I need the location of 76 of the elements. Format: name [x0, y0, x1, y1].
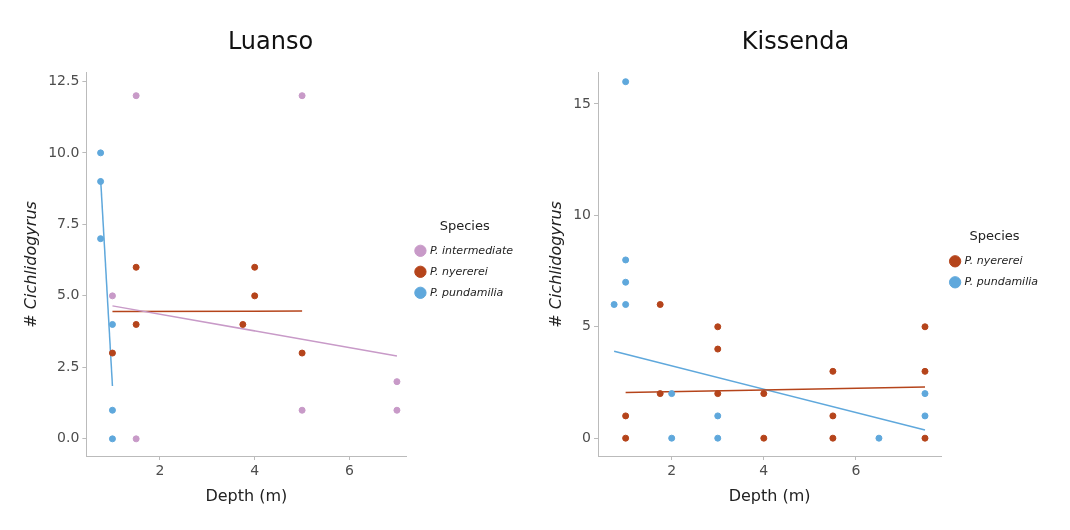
x-tick-label: 2 [155, 462, 165, 479]
legend-label: P. nyererei [429, 264, 488, 278]
point [622, 301, 630, 308]
point [298, 406, 306, 414]
x-tick-label: 6 [851, 462, 861, 479]
point [393, 378, 401, 386]
x-tick-label: 4 [250, 462, 260, 479]
point [251, 292, 259, 300]
point [875, 434, 883, 442]
x-tick-label: 4 [759, 462, 769, 479]
y-tick-label: 0.0 [57, 429, 80, 446]
point [714, 323, 722, 331]
y-tick-label: 7.5 [57, 215, 80, 231]
point [714, 345, 722, 353]
y-tick-label: 12.5 [48, 72, 80, 89]
point [108, 320, 116, 328]
point [668, 434, 676, 442]
point [132, 435, 140, 443]
point [921, 412, 929, 420]
x-tick-label: 6 [345, 462, 355, 479]
point [668, 390, 676, 398]
point [656, 301, 664, 308]
point [239, 320, 247, 328]
legend-title: Species [969, 228, 1020, 244]
chart-title: Kissenda [741, 26, 850, 55]
point [97, 177, 105, 185]
point [132, 263, 140, 271]
legend-label: P. intermediate [429, 243, 514, 257]
point [714, 412, 722, 420]
point [622, 412, 630, 420]
x-axis-title: Depth (m) [728, 485, 811, 505]
y-tick-label: 5.0 [57, 286, 80, 303]
point [108, 435, 116, 443]
point [760, 434, 768, 442]
x-axis-title: Depth (m) [205, 485, 288, 505]
x-tick-label: 2 [667, 462, 677, 479]
point [298, 349, 306, 357]
point [829, 434, 837, 442]
point [714, 390, 722, 398]
point [108, 292, 116, 300]
point [921, 390, 929, 398]
point [622, 78, 630, 86]
y-tick-label: 2.5 [57, 357, 80, 374]
y-axis-title: # Cichlidogyrus [20, 201, 40, 328]
chart-title: Luanso [227, 26, 314, 55]
legend-title: Species [439, 217, 490, 233]
point [622, 256, 630, 264]
point [108, 349, 116, 357]
y-tick-label: 5 [582, 317, 592, 334]
point [610, 301, 618, 308]
legend-label: P. pundamilia [964, 275, 1039, 289]
point [921, 434, 929, 442]
y-tick-label: 10.0 [48, 143, 80, 160]
point [622, 434, 630, 442]
point [132, 92, 140, 100]
point [829, 412, 837, 420]
point [714, 434, 722, 442]
point [829, 367, 837, 375]
point [97, 235, 105, 243]
y-tick-label: 0 [582, 428, 592, 445]
point [656, 390, 664, 398]
point [251, 263, 259, 271]
y-axis-title: # Cichlidogyrus [545, 201, 565, 328]
point [108, 406, 116, 414]
point [921, 323, 929, 331]
legend-label: P. pundamilia [429, 285, 504, 299]
point [921, 367, 929, 375]
point [393, 406, 401, 414]
y-tick-label: 15 [573, 94, 592, 111]
point [132, 320, 140, 328]
point [298, 92, 306, 100]
y-tick-label: 10 [573, 206, 592, 223]
point [97, 149, 105, 157]
point [760, 390, 768, 398]
legend-label: P. nyererei [964, 254, 1023, 268]
point [622, 278, 630, 286]
